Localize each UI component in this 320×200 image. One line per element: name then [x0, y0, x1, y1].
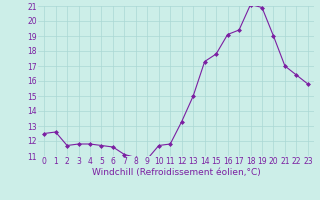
- X-axis label: Windchill (Refroidissement éolien,°C): Windchill (Refroidissement éolien,°C): [92, 168, 260, 177]
